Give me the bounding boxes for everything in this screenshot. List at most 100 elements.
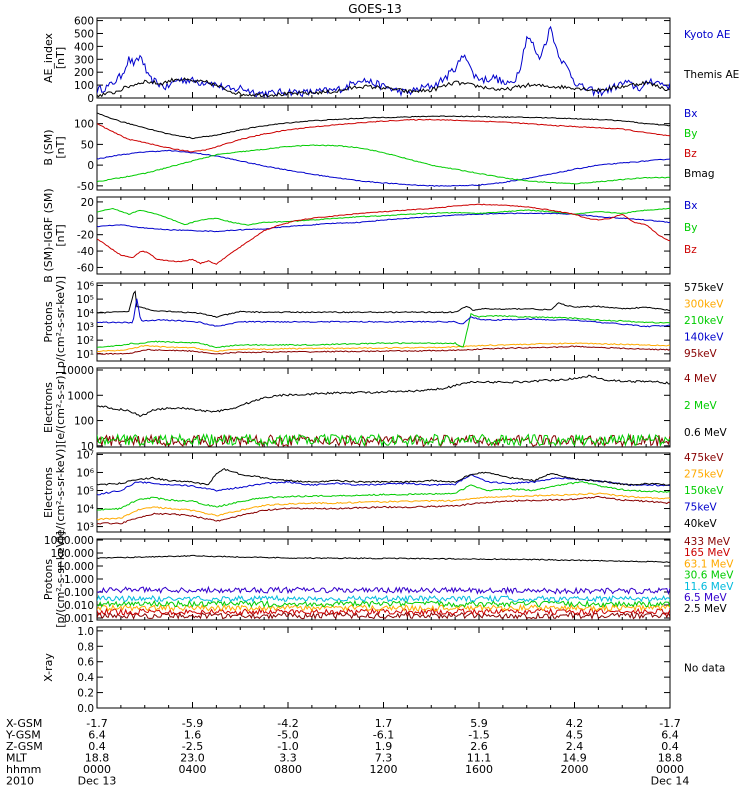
ephemeris-row-label: Z-GSM xyxy=(6,740,43,753)
series-group xyxy=(97,290,670,355)
legend-entry: 95keV xyxy=(684,348,718,360)
y-tick-label: 10⁶ xyxy=(76,280,94,292)
y-tick-label: 10² xyxy=(76,335,94,347)
legend-entry: 433 MeV xyxy=(684,536,731,548)
ephemeris-value: 0.4 xyxy=(88,740,106,753)
legend-entry: 11.6 MeV xyxy=(684,581,734,593)
ephemeris-value: 0400 xyxy=(179,763,207,776)
series-line-kyoto-ae xyxy=(97,25,670,98)
panel-xray: 0.0 0.2 0.4 0.6 0.8 1.0 X-ray No data xyxy=(42,626,725,715)
legend-entry: 40keV xyxy=(684,518,718,530)
y-tick-label: 10⁵ xyxy=(76,294,94,306)
y-tick-label: 200 xyxy=(74,67,94,79)
y-tick-label: 0.0 xyxy=(77,703,94,715)
ephemeris-value: -5.0 xyxy=(277,729,298,742)
ephemeris-value: 5.9 xyxy=(470,717,488,730)
y-axis-label: [nT] xyxy=(54,224,67,246)
panel-frame xyxy=(96,452,671,533)
legend-entry: 210keV xyxy=(684,315,724,327)
legend-entry: 575keV xyxy=(684,282,724,294)
series-line-bmag xyxy=(97,112,670,140)
y-tick-label: 10³ xyxy=(76,321,94,333)
y-tick-label: 1000 xyxy=(67,390,94,402)
legend-entry: 0.6 MeV xyxy=(684,427,728,439)
y-tick-label: -60 xyxy=(77,262,94,274)
series-line-2-mev xyxy=(97,432,670,447)
series-line-75kev xyxy=(97,473,670,496)
y-tick-label: 1000.000 xyxy=(44,535,94,547)
y-tick-label: 500 xyxy=(74,28,94,40)
y-tick-label: 10³ xyxy=(76,522,94,534)
y-tick-label: 10⁶ xyxy=(76,467,94,479)
y-tick-label: 100 xyxy=(74,416,94,428)
ephemeris-value: -1.0 xyxy=(277,740,298,753)
y-tick-label: 10⁴ xyxy=(76,504,94,516)
ephemeris-row-label: MLT xyxy=(6,752,27,765)
series-line-140kev xyxy=(97,298,670,328)
series-line-95kev xyxy=(97,345,670,355)
y-tick-label: 0.4 xyxy=(77,672,94,684)
series-line-433-mev xyxy=(97,611,670,620)
y-tick-label: 300 xyxy=(74,54,94,66)
legend-entry: Bmag xyxy=(684,168,715,180)
ephemeris-value: 23.0 xyxy=(180,752,205,765)
ephemeris-value: -4.2 xyxy=(277,717,298,730)
ephemeris-value: 3.3 xyxy=(279,752,297,765)
y-tick-label: 0.010 xyxy=(64,600,94,612)
legend-entry: Bx xyxy=(684,108,697,120)
ephemeris-value: 1.6 xyxy=(184,729,202,742)
legend-entry: 165 MeV xyxy=(684,547,731,559)
ephemeris-value: 1.9 xyxy=(375,740,393,753)
panel-bsm: -50 0 50 100 B (SM) [nT] Bx By Bz Bmag xyxy=(42,104,715,193)
y-tick-label: 10000 xyxy=(61,365,94,377)
ephemeris-value: -6.1 xyxy=(373,729,394,742)
y-tick-label: 600 xyxy=(74,16,94,28)
ephemeris-value: 2.4 xyxy=(566,740,584,753)
series-line-275kev xyxy=(97,492,670,521)
series-line-63-1-mev xyxy=(97,603,670,612)
ephemeris-value: 4.5 xyxy=(566,729,584,742)
ephemeris-table: X-GSMY-GSMZ-GSMMLThhmm2010-1.76.40.418.8… xyxy=(5,717,689,788)
y-axis-label: Electrons xyxy=(42,382,55,433)
series-group xyxy=(97,467,670,525)
y-axis-label: [nT] xyxy=(54,47,67,69)
y-axis-label: Protons xyxy=(42,301,55,342)
legend-entry: 2.5 MeV xyxy=(684,603,728,615)
y-axis-label: B (SM) xyxy=(42,129,55,165)
legend-entry: By xyxy=(684,128,697,140)
y-tick-label: 100 xyxy=(74,80,94,92)
ephemeris-value: 0.4 xyxy=(661,740,679,753)
ephemeris-value: 7.3 xyxy=(375,752,393,765)
ephemeris-value: 11.1 xyxy=(467,752,492,765)
panel-frame xyxy=(96,196,671,275)
ephemeris-value: 14.9 xyxy=(562,752,587,765)
y-axis-label: [e/(cm²-s-sr-keV)] xyxy=(54,444,67,540)
ephemeris-value: 1200 xyxy=(370,763,398,776)
no-data-label: No data xyxy=(684,663,725,675)
ephemeris-row-label: hhmm xyxy=(6,763,41,776)
y-tick-label: 10⁷ xyxy=(76,449,94,461)
series-line-bz xyxy=(97,203,670,265)
ephemeris-value: 18.8 xyxy=(658,752,683,765)
series-line-by xyxy=(97,144,670,185)
legend-entry: 275keV xyxy=(684,469,724,481)
ephemeris-value: 0800 xyxy=(274,763,302,776)
legend-entry: Kyoto AE xyxy=(684,29,730,41)
legend-entry: 30.6 MeV xyxy=(684,570,734,582)
y-axis-label: [e/(cm²-s-sr)] xyxy=(54,371,67,444)
panel-electrons1: 10 100 1000 10000 Electrons [e/(cm²-s-sr)] 4 M… xyxy=(42,365,728,453)
series-line-575kev xyxy=(97,290,670,318)
legend-entry: 300keV xyxy=(684,299,724,311)
series-group xyxy=(97,554,670,620)
y-tick-label: 100 xyxy=(74,119,94,131)
y-tick-label: 0.001 xyxy=(64,613,94,625)
ephemeris-value: 0000 xyxy=(656,763,684,776)
legend-entry: Bx xyxy=(684,200,697,212)
y-tick-label: -20 xyxy=(77,230,94,242)
y-tick-label: 0 xyxy=(87,160,94,172)
ephemeris-value: -1.5 xyxy=(468,729,489,742)
y-tick-label: 0 xyxy=(87,93,94,105)
ephemeris-value: Dec 13 xyxy=(78,775,117,788)
